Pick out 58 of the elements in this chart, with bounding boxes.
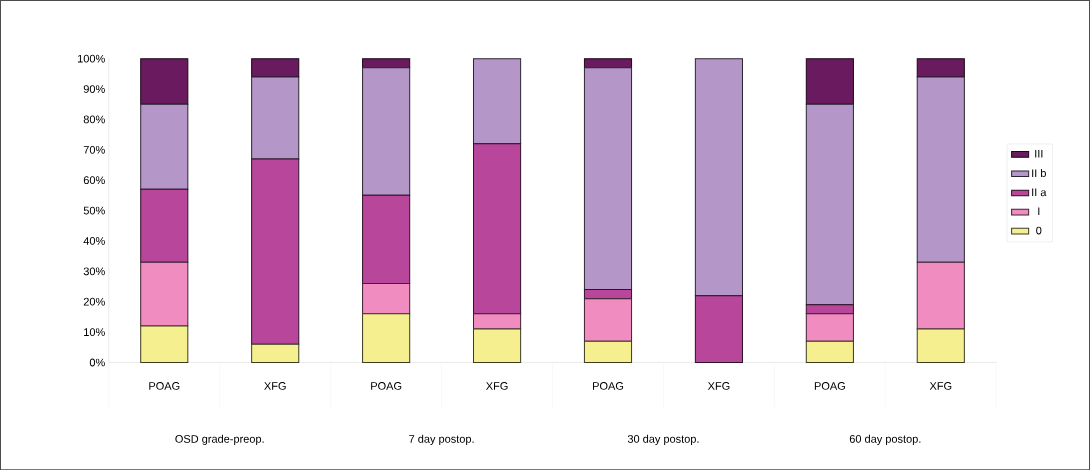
- bar: [362, 282, 411, 315]
- bar: [251, 343, 300, 363]
- y-tick-label: 0%: [89, 358, 105, 367]
- bar: [694, 295, 743, 363]
- legend-label: II b: [1032, 168, 1046, 177]
- bar: [251, 76, 300, 160]
- bar: [362, 194, 411, 284]
- y-tick-label: 70%: [83, 145, 105, 154]
- bar: [583, 298, 633, 342]
- y-tick-label: 50%: [83, 206, 105, 215]
- bar: [694, 58, 743, 296]
- bar: [473, 328, 522, 363]
- x-tick-label: XFG: [707, 381, 730, 390]
- bar: [140, 58, 189, 105]
- bar: [140, 325, 189, 363]
- y-tick-label: 10%: [84, 328, 105, 336]
- bar: [140, 261, 189, 327]
- bar: [473, 58, 522, 145]
- bar: [916, 76, 965, 263]
- y-tick-label: 40%: [83, 236, 105, 245]
- bar: [916, 261, 965, 330]
- y-tick-label: 20%: [83, 297, 105, 306]
- bar: [805, 58, 854, 105]
- bar: [251, 158, 300, 345]
- legend-label: III: [1035, 149, 1043, 158]
- legend-label: I: [1038, 207, 1040, 215]
- text: 7 day postop.: [409, 434, 474, 445]
- bar: [362, 67, 411, 196]
- x-tick-label: XFG: [264, 381, 286, 390]
- bar: [916, 328, 965, 363]
- y-tick-label: 30%: [83, 267, 105, 276]
- bar: [583, 67, 633, 290]
- y-tick-label: 90%: [83, 85, 105, 93]
- legend-label: 0: [1036, 226, 1042, 235]
- legend-label: II a: [1032, 188, 1047, 197]
- bar: [473, 143, 522, 315]
- x-tick-label: XFG: [929, 381, 952, 390]
- y-tick-label: 100%: [78, 54, 105, 63]
- text: 60 day postop.: [849, 434, 921, 445]
- bar: [805, 340, 854, 363]
- bar: [805, 103, 854, 306]
- text: OSD grade-preop.: [175, 434, 264, 445]
- x-tick-label: POAG: [149, 381, 180, 390]
- bar: [805, 313, 854, 342]
- bar: [140, 103, 189, 190]
- x-tick-label: POAG: [593, 381, 624, 390]
- x-tick-label: XFG: [486, 381, 508, 390]
- x-tick-label: POAG: [814, 381, 845, 390]
- y-tick-label: 60%: [83, 176, 105, 184]
- y-tick-label: 80%: [83, 115, 105, 124]
- bar: [583, 340, 633, 363]
- bar: [473, 313, 522, 330]
- text: 30 day postop.: [627, 434, 699, 445]
- bar: [251, 58, 300, 78]
- bar: [362, 313, 411, 363]
- bar: [916, 58, 965, 78]
- bar: [140, 188, 189, 263]
- x-tick-label: POAG: [371, 381, 402, 390]
